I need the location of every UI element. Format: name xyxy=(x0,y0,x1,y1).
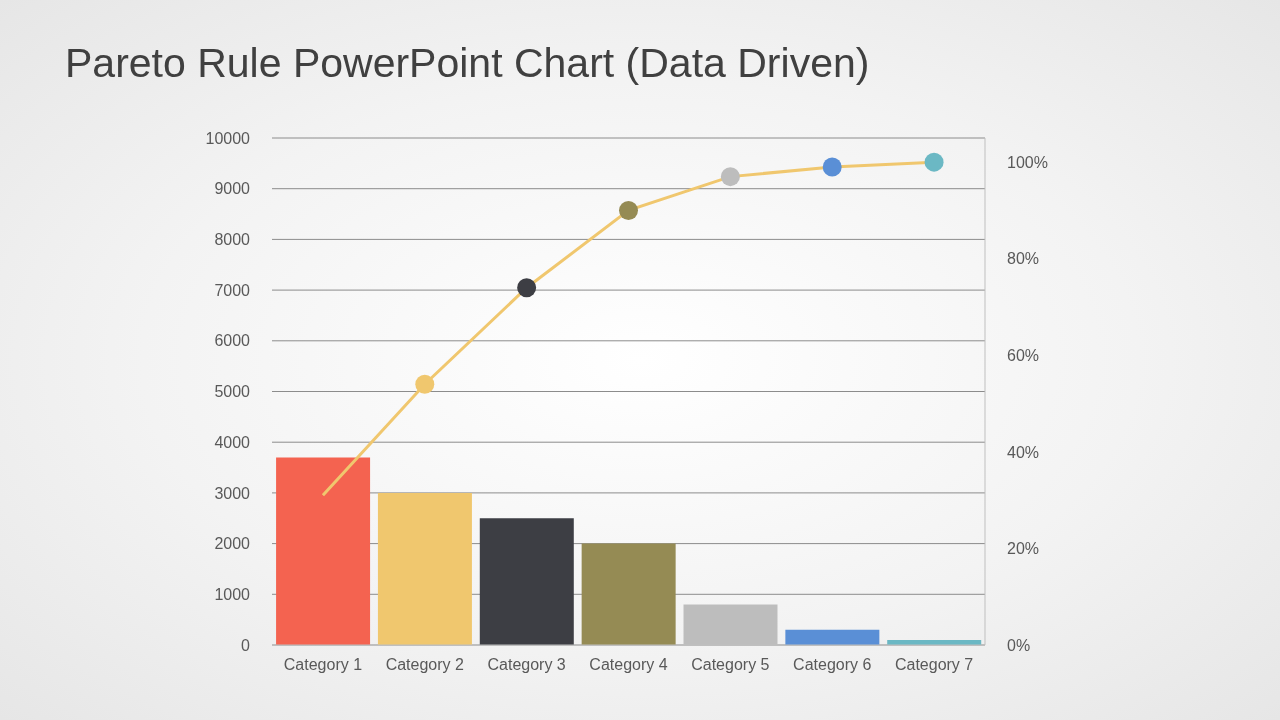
svg-text:Category 1: Category 1 xyxy=(284,656,362,673)
svg-text:2000: 2000 xyxy=(214,535,250,552)
svg-text:100%: 100% xyxy=(1007,154,1048,171)
svg-text:7000: 7000 xyxy=(214,282,250,299)
svg-text:60%: 60% xyxy=(1007,347,1039,364)
svg-text:20%: 20% xyxy=(1007,540,1039,557)
svg-text:5000: 5000 xyxy=(214,383,250,400)
svg-text:1000: 1000 xyxy=(214,586,250,603)
svg-text:3000: 3000 xyxy=(214,485,250,502)
svg-text:0%: 0% xyxy=(1007,637,1030,654)
html-text:Pareto Rule PowerPoint Chart (: Pareto Rule PowerPoint Chart (Data Drive… xyxy=(65,40,870,86)
svg-text:Category 6: Category 6 xyxy=(793,656,871,673)
svg-text:Category 7: Category 7 xyxy=(895,656,973,673)
svg-text:40%: 40% xyxy=(1007,444,1039,461)
svg-text:Category 4: Category 4 xyxy=(589,656,667,673)
svg-text:9000: 9000 xyxy=(214,180,250,197)
svg-text:6000: 6000 xyxy=(214,332,250,349)
svg-text:4000: 4000 xyxy=(214,434,250,451)
svg-text:Category 5: Category 5 xyxy=(691,656,769,673)
svg-text:0: 0 xyxy=(241,637,250,654)
svg-text:80%: 80% xyxy=(1007,250,1039,267)
svg-text:8000: 8000 xyxy=(214,231,250,248)
svg-text:Category 3: Category 3 xyxy=(488,656,566,673)
svg-text:10000: 10000 xyxy=(206,130,251,147)
svg-text:Category 2: Category 2 xyxy=(386,656,464,673)
